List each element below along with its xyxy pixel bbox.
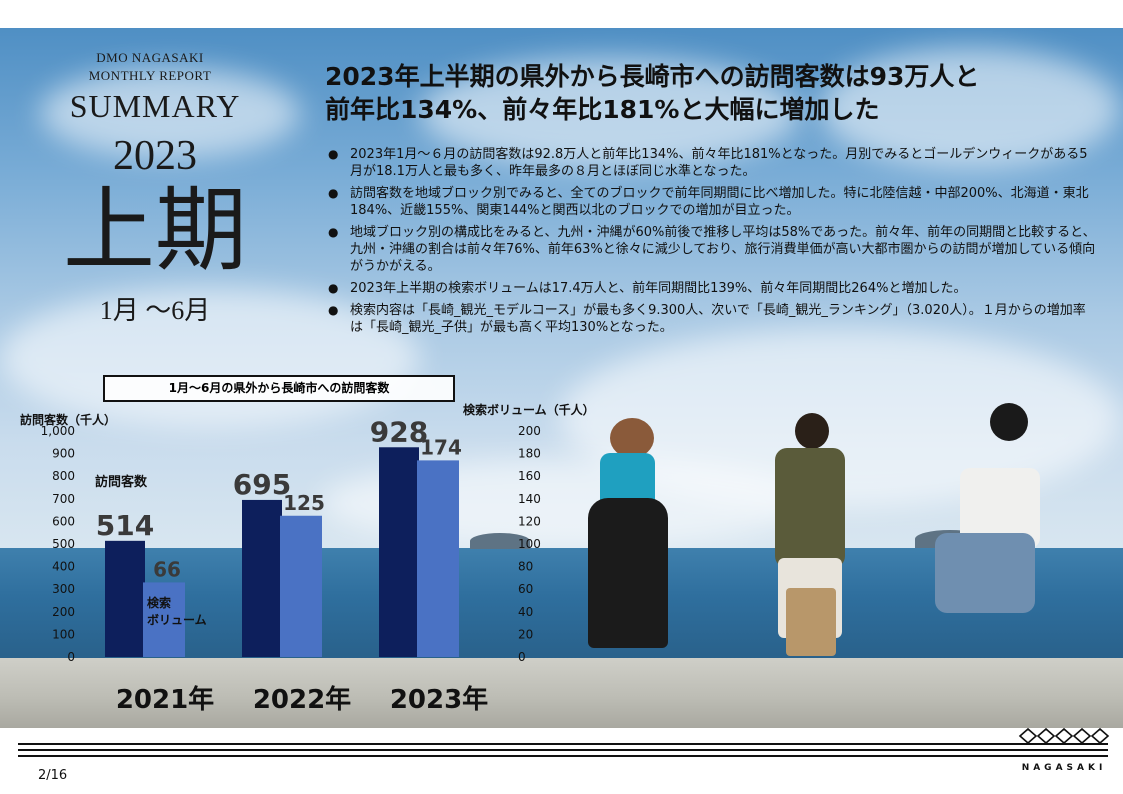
left-tick-label: 700: [52, 492, 75, 506]
headline-line2: 前年比134%、前々年比181%と大幅に増加した: [325, 95, 880, 124]
right-tick-label: 140: [518, 492, 541, 506]
period-months: 1月 〜6月: [99, 296, 211, 325]
left-tick-label: 400: [52, 560, 75, 574]
visitors-value-label: 514: [96, 509, 154, 542]
summary-title: SUMMARY: [69, 88, 241, 124]
left-tick-label: 100: [52, 627, 75, 641]
right-tick-label: 100: [518, 537, 541, 551]
right-tick-label: 20: [518, 627, 533, 641]
bullet-item: 2023年上半期の検索ボリュームは17.4万人と、前年同期間比139%、前々年同…: [328, 280, 1098, 297]
right-tick-label: 40: [518, 605, 533, 619]
background-photo: [0, 28, 1123, 728]
right-tick-label: 120: [518, 514, 541, 528]
bullet-item: 地域ブロック別の構成比をみると、九州・沖縄が60%前後で推移し平均は58%であっ…: [328, 224, 1098, 275]
period-kanji: 上期: [62, 177, 247, 284]
left-tick-label: 600: [52, 514, 75, 528]
headline: 2023年上半期の県外から長崎市への訪問客数は93万人と 前年比134%、前々年…: [325, 60, 1085, 126]
left-tick-label: 0: [67, 650, 75, 664]
search-bar: [417, 460, 459, 657]
left-tick-label: 800: [52, 469, 75, 483]
chart-title: 1月～6月の県外から長崎市への訪問客数: [103, 375, 455, 402]
visitors-value-label: 928: [370, 415, 428, 448]
in-chart-search-label-1: 検索: [147, 595, 171, 610]
right-tick-label: 60: [518, 582, 533, 596]
search-value-label: 125: [283, 491, 325, 515]
right-tick-label: 180: [518, 447, 541, 461]
right-tick-label: 0: [518, 650, 526, 664]
category-label: 2021年: [116, 684, 214, 715]
search-value-label: 66: [153, 557, 181, 581]
right-tick-label: 160: [518, 469, 541, 483]
visitors-bar: [379, 447, 419, 657]
left-tick-label: 200: [52, 605, 75, 619]
in-chart-visitors-label: 訪問客数: [95, 474, 148, 490]
footer-rules: [18, 743, 1108, 761]
headline-line1: 2023年上半期の県外から長崎市への訪問客数は93万人と: [325, 62, 980, 91]
logo-text: NAGASAKI: [1021, 763, 1107, 773]
category-label: 2023年: [390, 684, 488, 715]
left-tick-label: 500: [52, 537, 75, 551]
left-axis-label: 訪問客数（千人）: [20, 412, 116, 427]
left-tick-label: 1,000: [41, 424, 75, 438]
visitors-value-label: 695: [233, 468, 291, 501]
bullet-item: 2023年1月～６月の訪問客数は92.8万人と前年比134%、前々年比181%と…: [328, 146, 1098, 180]
page-number: 2/16: [38, 768, 68, 783]
report-series-line2: MONTHLY REPORT: [88, 68, 212, 83]
left-tick-label: 900: [52, 447, 75, 461]
nagasaki-logo-icon: [1018, 727, 1110, 745]
visitors-bar: [242, 499, 282, 657]
category-label: 2022年: [253, 684, 351, 715]
summary-bullets: 2023年1月～６月の訪問客数は92.8万人と前年比134%、前々年比181%と…: [328, 146, 1098, 341]
right-tick-label: 200: [518, 424, 541, 438]
report-series-line1: DMO NAGASAKI: [96, 50, 204, 65]
bullet-item: 訪問客数を地域ブロック別でみると、全てのブロックで前年同期間に比べ増加した。特に…: [328, 185, 1098, 219]
right-axis-label: 検索ボリューム（千人）: [463, 402, 595, 417]
search-value-label: 174: [420, 435, 462, 459]
search-bar: [143, 582, 185, 657]
report-year: 2023: [113, 133, 197, 179]
visitors-bar: [105, 540, 145, 657]
in-chart-search-label-2: ボリューム: [147, 612, 207, 627]
bullet-item: 検索内容は「長崎_観光_モデルコース」が最も多く9.300人、次いで「長崎_観光…: [328, 302, 1098, 336]
search-bar: [280, 515, 322, 657]
left-tick-label: 300: [52, 582, 75, 596]
right-tick-label: 80: [518, 560, 533, 574]
